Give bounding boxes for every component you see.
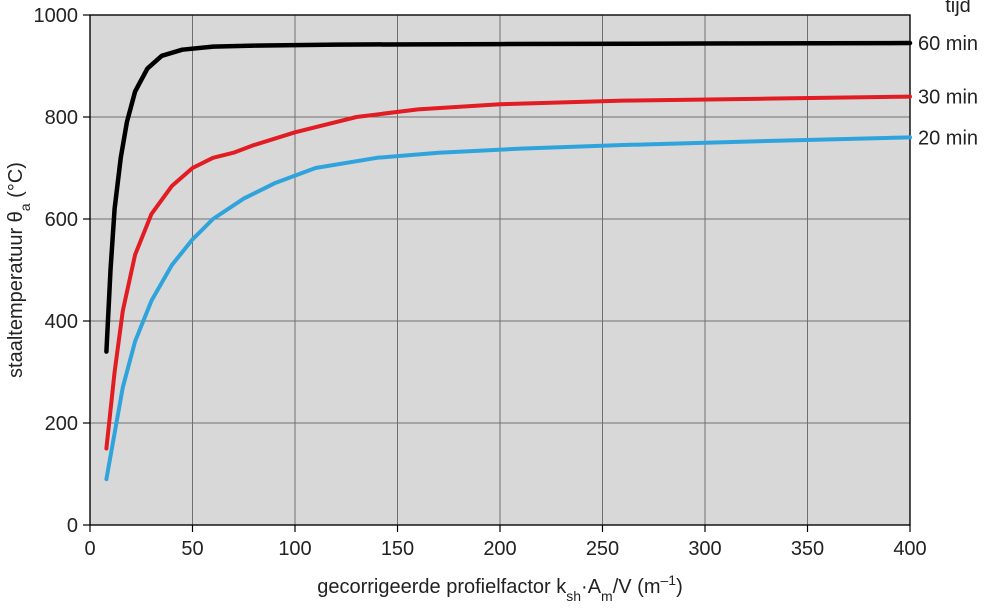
- x-tick-label: 300: [688, 538, 721, 560]
- series-label: 60 min: [918, 33, 978, 55]
- x-tick-label: 100: [278, 538, 311, 560]
- x-tick-label: 400: [893, 538, 926, 560]
- legend-title: tijd: [945, 0, 971, 17]
- series-label: 30 min: [918, 87, 978, 109]
- y-tick-label: 400: [45, 311, 78, 333]
- x-tick-label: 200: [483, 538, 516, 560]
- y-tick-label: 600: [45, 209, 78, 231]
- chart-container: 0 50 100 150 200 250 300 350 400 0 200 400 600 800 100…: [0, 0, 1000, 610]
- x-tick-label: 150: [381, 538, 414, 560]
- chart-svg: 0 50 100 150 200 250 300 350 400 0 200 400 600 800 100…: [0, 0, 1000, 610]
- x-tick-label: 0: [84, 538, 95, 560]
- y-tick-label: 1000: [34, 5, 79, 27]
- x-tick-label: 250: [586, 538, 619, 560]
- x-tick-label: 350: [791, 538, 824, 560]
- series-label: 20 min: [918, 127, 978, 149]
- y-tick-label: 800: [45, 107, 78, 129]
- y-tick-label: 0: [67, 515, 78, 537]
- x-tick-label: 50: [181, 538, 203, 560]
- y-tick-label: 200: [45, 413, 78, 435]
